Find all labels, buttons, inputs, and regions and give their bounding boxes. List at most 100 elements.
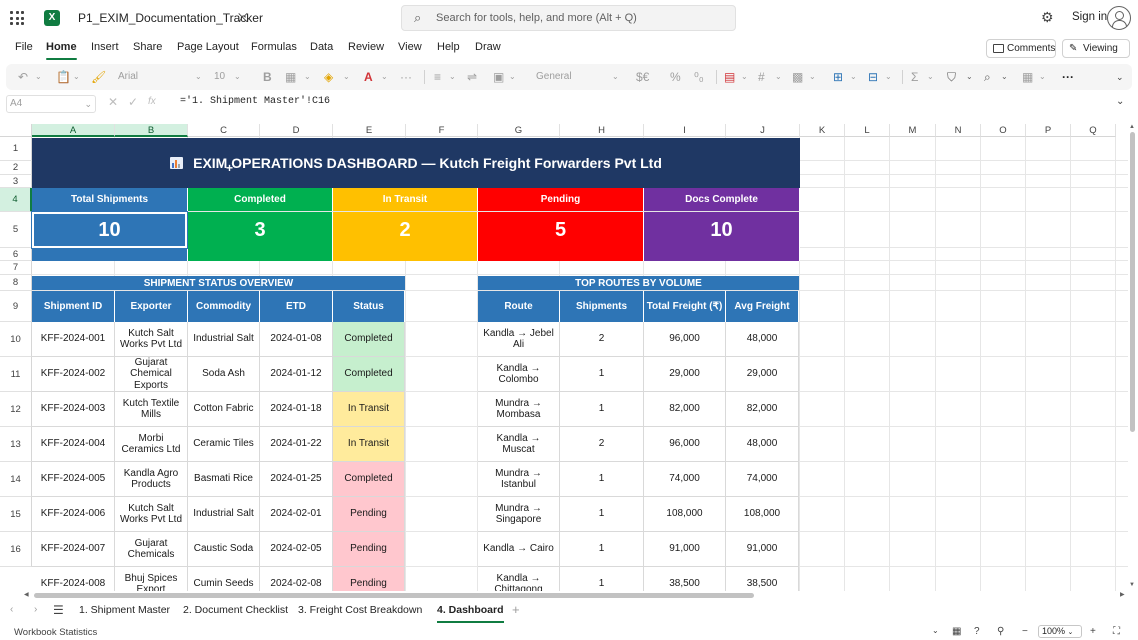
kpi-value[interactable]: 10: [644, 212, 800, 248]
chevron-down-icon[interactable]: ⌄: [927, 72, 934, 81]
column-header-d[interactable]: D: [260, 124, 333, 137]
status-cell[interactable]: In Transit: [333, 427, 405, 462]
column-header-g[interactable]: G: [478, 124, 560, 137]
table-cell[interactable]: 2024-01-18: [260, 392, 333, 427]
formula-input[interactable]: ='1. Shipment Master'!C16: [180, 96, 331, 107]
table-cell[interactable]: 1: [560, 567, 644, 591]
chevron-down-icon[interactable]: ⌄: [1116, 96, 1125, 107]
table-cell[interactable]: Mundra → Mombasa: [478, 392, 560, 427]
table-cell[interactable]: 1: [560, 392, 644, 427]
table-cell[interactable]: 29,000: [644, 357, 726, 392]
paste-icon[interactable]: 📋: [56, 70, 71, 84]
table-cell[interactable]: 2024-02-05: [260, 532, 333, 567]
row-header-15[interactable]: 15: [0, 497, 32, 532]
column-header-q[interactable]: Q: [1071, 124, 1116, 137]
scroll-up-icon[interactable]: ▲: [1129, 124, 1135, 130]
help-icon[interactable]: ?: [974, 626, 980, 637]
tab-review[interactable]: Review: [348, 41, 385, 53]
kpi-value[interactable]: 2: [333, 212, 478, 248]
table-cell[interactable]: Caustic Soda: [188, 532, 260, 567]
add-sheet-icon[interactable]: +: [512, 602, 520, 617]
table-cell[interactable]: 29,000: [726, 357, 799, 392]
scroll-thumb[interactable]: [34, 593, 754, 598]
table-cell[interactable]: KFF-2024-006: [32, 497, 115, 532]
table-cell[interactable]: Mundra → Singapore: [478, 497, 560, 532]
kpi-value[interactable]: 10: [32, 212, 188, 248]
column-header-p[interactable]: P: [1026, 124, 1071, 137]
merge-icon[interactable]: ▣: [493, 70, 505, 84]
chevron-down-icon[interactable]: ⌄: [932, 626, 939, 635]
chevron-down-icon[interactable]: ⌄: [449, 72, 456, 81]
app-launcher-icon[interactable]: [10, 11, 24, 25]
column-header-k[interactable]: K: [800, 124, 845, 137]
scroll-down-icon[interactable]: ▼: [1129, 582, 1135, 588]
table-cell[interactable]: Kutch Salt Works Pvt Ltd: [115, 322, 188, 357]
column-header-e[interactable]: E: [333, 124, 406, 137]
table-cell[interactable]: 2024-02-01: [260, 497, 333, 532]
column-header-j[interactable]: J: [726, 124, 800, 137]
table-cell[interactable]: 1: [560, 462, 644, 497]
chevron-right-icon[interactable]: ›: [34, 604, 38, 615]
table-cell[interactable]: 108,000: [726, 497, 799, 532]
chevron-down-icon[interactable]: ⌄: [35, 72, 42, 81]
chevron-down-icon[interactable]: ⌄: [73, 72, 80, 81]
table-cell[interactable]: Cumin Seeds: [188, 567, 260, 591]
column-header-c[interactable]: C: [188, 124, 260, 137]
chevron-down-icon[interactable]: ⌄: [1039, 72, 1046, 81]
status-cell[interactable]: Pending: [333, 497, 405, 532]
table-cell[interactable]: Bhuj Spices Export: [115, 567, 188, 591]
table-cell[interactable]: Kutch Salt Works Pvt Ltd: [115, 497, 188, 532]
comments-button[interactable]: Comments: [986, 39, 1056, 58]
sheet-tab-document-checklist[interactable]: 2. Document Checklist: [183, 604, 289, 616]
table-cell[interactable]: Industrial Salt: [188, 497, 260, 532]
currency-icon[interactable]: $€: [636, 70, 650, 84]
sheet-tab-freight-cost[interactable]: 3. Freight Cost Breakdown: [298, 604, 423, 616]
scroll-right-icon[interactable]: ▶: [1120, 592, 1125, 598]
insert-cells-icon[interactable]: ⊞: [833, 70, 844, 84]
table-cell[interactable]: 2024-02-08: [260, 567, 333, 591]
tab-page-layout[interactable]: Page Layout: [177, 41, 239, 53]
table-cell[interactable]: 48,000: [726, 322, 799, 357]
cancel-icon[interactable]: ✕: [108, 95, 119, 109]
table-cell[interactable]: 1: [560, 497, 644, 532]
table-cell[interactable]: Ceramic Tiles: [188, 427, 260, 462]
more-options-icon[interactable]: ···: [400, 70, 412, 84]
more-options-icon[interactable]: ···: [1062, 70, 1074, 84]
fullscreen-icon[interactable]: ⛶: [1113, 626, 1120, 637]
row-header-7[interactable]: 7: [0, 261, 32, 275]
chevron-down-icon[interactable]: ⌄: [195, 72, 202, 81]
document-title[interactable]: P1_EXIM_Documentation_Tracker: [78, 11, 263, 25]
table-cell[interactable]: 2024-01-12: [260, 357, 333, 392]
status-cell[interactable]: Completed: [333, 322, 405, 357]
percent-icon[interactable]: %: [670, 70, 681, 84]
row-header-4[interactable]: 4: [0, 188, 32, 212]
table-cell[interactable]: 2: [560, 322, 644, 357]
column-header-n[interactable]: N: [936, 124, 981, 137]
table-cell[interactable]: 38,500: [726, 567, 799, 591]
table-cell[interactable]: 91,000: [644, 532, 726, 567]
confirm-icon[interactable]: ✓: [128, 95, 139, 109]
column-header-a[interactable]: A: [32, 124, 115, 137]
fill-color-icon[interactable]: ◈: [324, 70, 334, 84]
column-header-m[interactable]: M: [890, 124, 936, 137]
table-cell[interactable]: 38,500: [644, 567, 726, 591]
table-cell[interactable]: Kandla Agro Products: [115, 462, 188, 497]
sign-in-link[interactable]: Sign in: [1072, 11, 1108, 23]
table-cell[interactable]: Gujarat Chemicals: [115, 532, 188, 567]
number-format-select[interactable]: General: [536, 71, 572, 82]
table-cell[interactable]: 96,000: [644, 322, 726, 357]
search-box[interactable]: ⌕: [401, 5, 736, 31]
kpi-value[interactable]: 3: [188, 212, 333, 248]
chevron-down-icon[interactable]: ⌄: [381, 72, 388, 81]
table-icon[interactable]: #: [758, 70, 765, 84]
selected-cell[interactable]: [31, 211, 188, 249]
tab-draw[interactable]: Draw: [475, 41, 501, 53]
function-icon[interactable]: fx: [148, 96, 156, 107]
zoom-in-icon[interactable]: +: [1090, 626, 1096, 637]
table-cell[interactable]: 1: [560, 357, 644, 392]
column-header-f[interactable]: F: [406, 124, 478, 137]
table-cell[interactable]: KFF-2024-001: [32, 322, 115, 357]
sheet-tab-shipment-master[interactable]: 1. Shipment Master: [79, 604, 171, 616]
table-cell[interactable]: KFF-2024-007: [32, 532, 115, 567]
chevron-down-icon[interactable]: ⌄: [741, 72, 748, 81]
